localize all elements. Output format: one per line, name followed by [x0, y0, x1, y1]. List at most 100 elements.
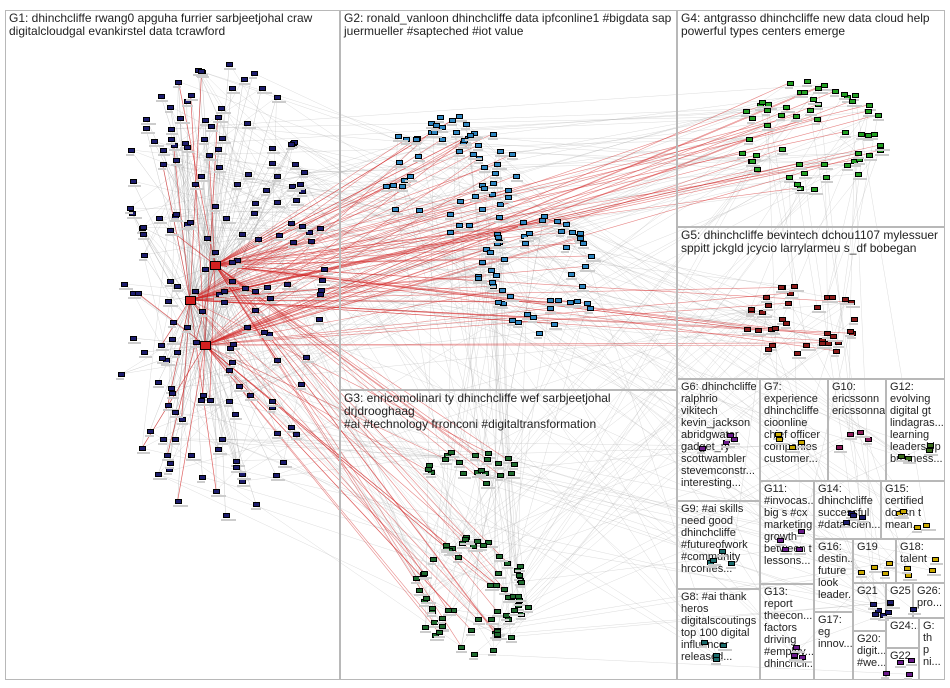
graph-node-label [266, 405, 281, 408]
graph-node-label [272, 364, 281, 367]
graph-node-label [844, 438, 857, 441]
graph-node-label [445, 236, 455, 239]
graph-node-label [286, 430, 300, 433]
graph-node [292, 197, 300, 203]
graph-node [420, 570, 428, 576]
graph-node [456, 460, 463, 465]
graph-node [155, 472, 163, 478]
graph-node-label [482, 463, 493, 466]
graph-node-label [504, 299, 519, 302]
graph-node [791, 653, 799, 658]
graph-node [709, 558, 717, 564]
graph-node-label [189, 188, 204, 191]
graph-node-label [248, 77, 257, 80]
group-g4: G4: antgrasso dhinchcliffe new data clou… [677, 10, 945, 227]
graph-node-label [515, 569, 526, 572]
group-label: G4: antgrasso dhinchcliffe new data clou… [681, 11, 930, 38]
graph-node-label [132, 297, 141, 300]
graph-node [479, 260, 487, 265]
graph-node-label [212, 120, 228, 123]
graph-node [233, 464, 241, 470]
graph-node-label [427, 562, 436, 565]
graph-node-label [549, 327, 563, 330]
graph-node-label [453, 120, 467, 123]
graph-node [762, 295, 770, 300]
group-label: G3: enricomolinari ty dhinchcliffe wef s… [344, 391, 611, 431]
graph-node-label [484, 255, 499, 258]
graph-node-label [777, 323, 788, 326]
graph-node-label [213, 298, 225, 301]
graph-node [228, 259, 236, 265]
graph-node [268, 399, 276, 405]
graph-node-label [741, 332, 755, 335]
graph-node-label [440, 548, 449, 551]
group-g26: G26: pro... [913, 583, 945, 618]
graph-node [438, 624, 446, 630]
graph-node [554, 218, 562, 224]
graph-node-label [762, 353, 771, 356]
graph-node [183, 145, 191, 151]
graph-node [758, 99, 766, 105]
graph-node [776, 436, 784, 442]
graph-node-label [169, 219, 183, 222]
graph-node-label [172, 356, 181, 359]
graph-node [173, 283, 181, 289]
graph-node-label [522, 317, 535, 320]
graph-node [577, 235, 584, 241]
graph-node-label [480, 487, 495, 490]
graph-node-label [474, 162, 483, 165]
group-label: G18: talent [900, 541, 927, 565]
graph-node [829, 334, 837, 340]
graph-node-label [297, 195, 308, 198]
graph-node-label [536, 223, 548, 226]
graph-node-label [181, 104, 193, 107]
graph-node-label [454, 229, 468, 232]
graph-node-label [508, 613, 524, 616]
graph-node-label [413, 159, 426, 162]
graph-node [587, 253, 595, 259]
graph-node-label [869, 571, 884, 574]
graph-node-label [753, 334, 767, 336]
graph-node-label [472, 149, 483, 152]
graph-node-label [291, 437, 303, 440]
graph-node [438, 616, 446, 622]
graph-node-label [760, 301, 772, 303]
graph-node-label [745, 312, 759, 315]
graph-node-label [272, 436, 284, 439]
graph-node [699, 446, 707, 452]
graph-node-label [907, 613, 921, 615]
graph-node [764, 108, 772, 114]
graph-node [167, 279, 175, 285]
graph-node [287, 141, 295, 147]
graph-node [169, 391, 177, 397]
group-label: G16: destin... future look leader... [818, 541, 853, 601]
graph-node [288, 184, 296, 190]
graph-node [764, 122, 772, 128]
graph-node [928, 568, 936, 574]
graph-node [198, 68, 206, 74]
graph-node-label [168, 149, 182, 152]
graph-node-label [459, 143, 473, 146]
graph-node [233, 458, 241, 464]
graph-node-label [461, 128, 470, 131]
group-label: G19 [857, 541, 878, 553]
graph-node-label [171, 289, 183, 292]
group-label: G5: dhinchcliffe bevintech dchou1107 myl… [681, 228, 939, 255]
graph-node [457, 199, 465, 205]
graph-node [486, 249, 494, 255]
graph-node [218, 436, 226, 442]
graph-node-label [832, 345, 844, 348]
graph-node-label [513, 599, 527, 602]
graph-node [793, 644, 801, 650]
graph-node [228, 85, 236, 91]
graph-node [273, 94, 281, 100]
graph-node [235, 383, 243, 389]
graph-node-label [172, 504, 188, 507]
graph-node [504, 187, 512, 193]
graph-node-label [138, 259, 147, 261]
graph-node-label [226, 91, 240, 94]
graph-node [493, 632, 501, 638]
graph-node [478, 206, 486, 212]
graph-node-label [170, 442, 181, 445]
graph-node-label [167, 342, 181, 345]
